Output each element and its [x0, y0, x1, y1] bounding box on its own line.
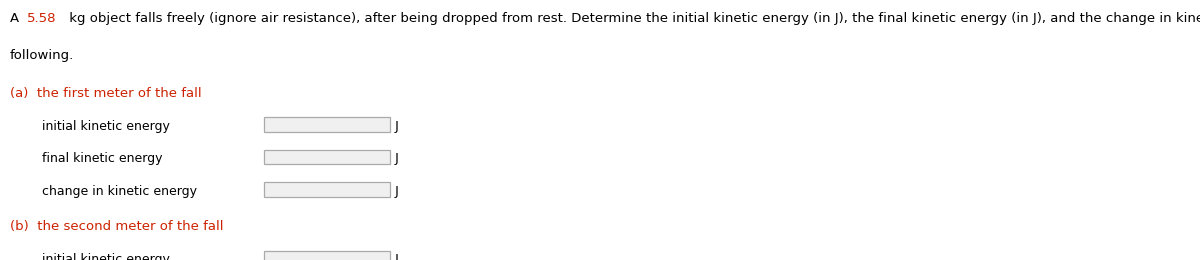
Text: A: A	[10, 12, 23, 25]
Text: J: J	[395, 120, 398, 133]
FancyBboxPatch shape	[264, 183, 390, 197]
Text: kg object falls freely (ignore air resistance), after being dropped from rest. D: kg object falls freely (ignore air resis…	[65, 12, 1200, 25]
Text: change in kinetic energy: change in kinetic energy	[42, 185, 197, 198]
FancyBboxPatch shape	[264, 118, 390, 132]
Text: initial kinetic energy: initial kinetic energy	[42, 120, 170, 133]
Text: final kinetic energy: final kinetic energy	[42, 152, 162, 165]
FancyBboxPatch shape	[264, 150, 390, 164]
Text: J: J	[395, 152, 398, 165]
Text: J: J	[395, 253, 398, 260]
Text: (a)  the first meter of the fall: (a) the first meter of the fall	[10, 87, 202, 100]
Text: J: J	[395, 185, 398, 198]
Text: following.: following.	[10, 49, 74, 62]
FancyBboxPatch shape	[264, 251, 390, 260]
Text: 5.58: 5.58	[26, 12, 56, 25]
Text: (b)  the second meter of the fall: (b) the second meter of the fall	[10, 220, 223, 233]
Text: initial kinetic energy: initial kinetic energy	[42, 253, 170, 260]
